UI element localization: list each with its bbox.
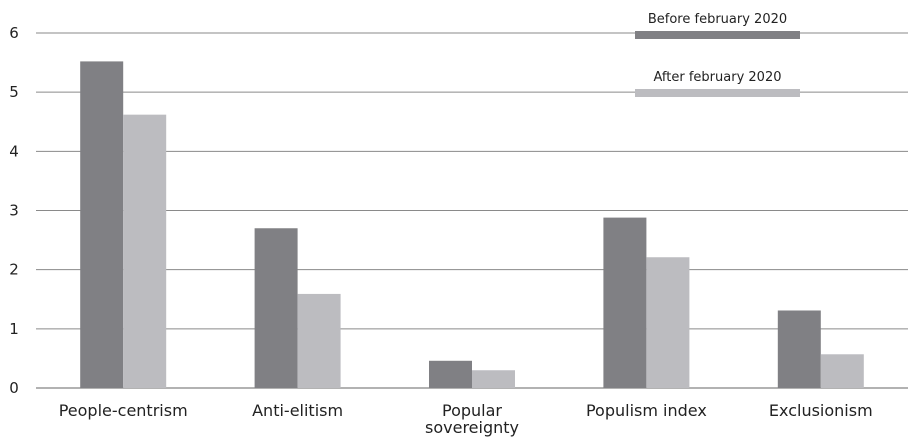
gridlines (36, 32, 908, 389)
x-category-label-line: Popular (442, 401, 502, 420)
x-category-label-line: Populism index (586, 401, 707, 420)
x-category-label-line: People-centrism (59, 401, 188, 420)
legend-label: After february 2020 (654, 70, 782, 85)
bar-before (777, 310, 821, 388)
legend: Before february 2020 After february 2020 (635, 12, 800, 97)
bar-after (297, 293, 341, 388)
legend-swatch (635, 89, 800, 97)
x-category-label-line: Anti-elitism (252, 401, 343, 420)
y-tick-label: 4 (9, 142, 19, 160)
x-category-label: People-centrism (59, 401, 188, 420)
x-category-label-line: Exclusionism (769, 401, 873, 420)
bar-before (254, 228, 298, 388)
bar-before (603, 217, 647, 388)
bar-after (646, 257, 690, 388)
y-tick-label: 1 (9, 320, 19, 338)
x-category-label: Anti-elitism (252, 401, 343, 420)
bar-before (429, 360, 472, 388)
legend-swatch (635, 31, 800, 39)
y-tick-label: 6 (9, 24, 19, 42)
y-tick-label: 0 (9, 379, 19, 397)
legend-label: Before february 2020 (648, 12, 787, 27)
y-tick-label: 5 (9, 83, 19, 101)
x-category-label-line: sovereignty (425, 418, 519, 437)
bars (80, 61, 864, 389)
x-category-label: Popular sovereignty (425, 401, 519, 437)
y-tick-label: 3 (9, 202, 19, 220)
y-axis-ticks: 0 1 2 3 4 5 6 (9, 24, 19, 397)
y-tick-label: 2 (9, 261, 19, 279)
x-category-label: Populism index (586, 401, 707, 420)
bar-before (80, 61, 124, 389)
bar-after (820, 354, 864, 388)
bar-after (472, 370, 515, 388)
bar-after (123, 114, 167, 389)
x-category-label: Exclusionism (769, 401, 873, 420)
x-axis-labels: People-centrism Anti-elitism Popular sovere… (59, 401, 873, 437)
